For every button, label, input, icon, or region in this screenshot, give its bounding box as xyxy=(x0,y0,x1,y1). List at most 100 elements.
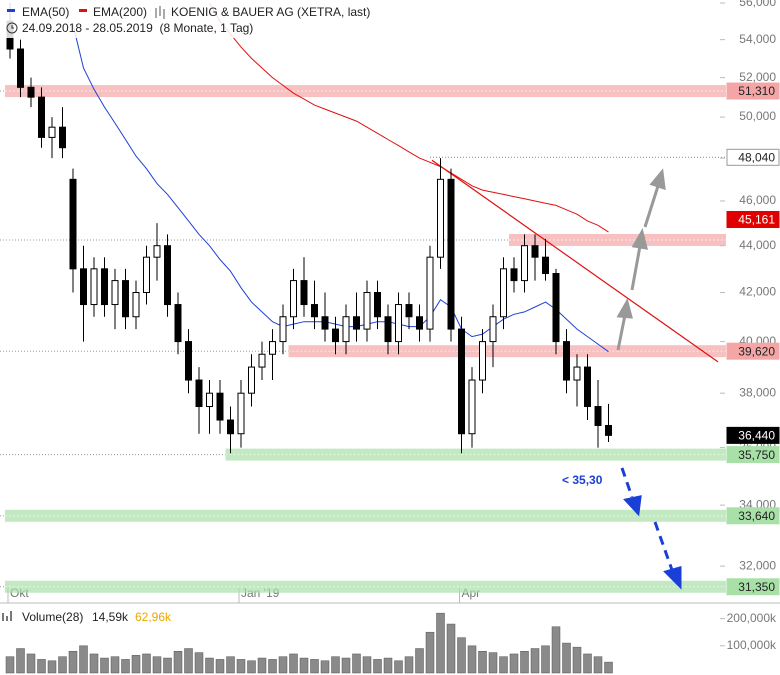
candle-body xyxy=(353,316,360,330)
chart-subtitle: 24.09.2018 - 28.05.2019 (8 Monate, 1 Tag… xyxy=(22,21,253,35)
candle-body xyxy=(479,341,486,381)
volume-bar xyxy=(110,656,120,674)
candle-body xyxy=(269,341,276,355)
level-label: 48,040 xyxy=(738,150,775,164)
volume-bar xyxy=(278,656,288,674)
volume-bar xyxy=(89,653,99,674)
level-label: 36,440 xyxy=(738,429,775,443)
candle-body xyxy=(594,406,602,426)
volume-bar xyxy=(383,657,393,674)
level-label-box xyxy=(726,148,780,166)
level-label-box xyxy=(726,507,780,525)
candle-body xyxy=(237,392,245,435)
scenario-arrows xyxy=(616,168,682,590)
level-label-box xyxy=(726,446,780,464)
volume-bar xyxy=(394,660,403,674)
level-label: 51,310 xyxy=(738,84,775,98)
price-panel: 32,00034,00036,00038,00040,00042,00044,0… xyxy=(0,0,780,603)
volume-bar xyxy=(352,653,361,674)
candle-body xyxy=(279,316,287,343)
candle-body xyxy=(605,424,612,436)
volume-bar xyxy=(289,653,298,674)
volume-bar xyxy=(415,648,424,674)
y-tick-label: 44,000 xyxy=(739,238,776,252)
volume-bar xyxy=(100,657,109,674)
volume-bar xyxy=(257,657,267,674)
volume-bar xyxy=(268,659,277,674)
volume-bar xyxy=(37,659,46,674)
y-tick-label: 52,000 xyxy=(739,70,776,84)
level-label-box xyxy=(726,578,780,596)
volume-bar xyxy=(173,650,183,674)
candle-body xyxy=(48,126,56,138)
candle-body xyxy=(101,268,108,306)
candle-body xyxy=(437,178,444,258)
volume-bar xyxy=(152,656,162,674)
level-label: 33,640 xyxy=(738,509,775,523)
candle-body xyxy=(531,245,539,258)
candle-body xyxy=(321,316,329,330)
candle-body xyxy=(584,366,591,408)
volume-bar xyxy=(236,659,246,674)
volume-bar xyxy=(362,656,372,674)
volume-bar xyxy=(488,652,498,674)
y-tick-label: 46,000 xyxy=(739,193,776,207)
level-label-box xyxy=(726,426,780,444)
y-tick-label: 100,000k xyxy=(727,638,777,652)
y-tick-label: 38,000 xyxy=(739,385,776,399)
volume-bar xyxy=(215,659,225,674)
candle-body xyxy=(468,379,476,435)
level-label: 45,161 xyxy=(738,213,775,227)
candle-body xyxy=(227,419,234,435)
level-band xyxy=(288,345,726,358)
chart-title: KOENIG & BAUER AG (XETRA, last) xyxy=(171,5,370,19)
volume-bar xyxy=(194,652,204,674)
candle-body xyxy=(384,316,392,343)
candle-body xyxy=(143,256,150,294)
candle-body xyxy=(216,392,224,421)
legend-bg xyxy=(0,0,330,38)
volume-bar xyxy=(520,650,529,674)
y-tick-label: 42,000 xyxy=(739,285,776,299)
candle-body xyxy=(311,304,318,318)
candle-body xyxy=(342,316,350,343)
level-label-box xyxy=(726,82,780,100)
volume-icon xyxy=(2,613,4,621)
y-tick-label: 54,000 xyxy=(739,32,776,46)
candle-body xyxy=(374,292,381,318)
volume-bar xyxy=(331,656,340,674)
candle-body xyxy=(174,304,182,343)
candle-body xyxy=(132,292,140,318)
candle-body xyxy=(563,341,570,381)
volume-bar xyxy=(5,656,15,674)
volume-bar xyxy=(604,661,613,674)
volume-bar xyxy=(425,631,435,674)
volume-bar xyxy=(530,648,540,674)
chart-icon xyxy=(155,6,165,19)
candle-body xyxy=(416,316,423,330)
candle-body xyxy=(510,268,518,282)
candle-body xyxy=(395,304,402,343)
volume-bar xyxy=(58,656,67,674)
volume-title: Volume(28) xyxy=(22,610,83,624)
candle-body xyxy=(332,328,339,343)
candle-body xyxy=(38,96,45,138)
annotation: < 35,30 xyxy=(562,473,603,487)
level-label: 35,750 xyxy=(738,448,775,462)
volume-bar xyxy=(457,637,466,674)
candle-body xyxy=(90,268,98,306)
volume-bar xyxy=(68,650,78,674)
ema-line xyxy=(72,24,609,353)
level-label: 31,350 xyxy=(738,580,775,594)
clock-icon xyxy=(6,22,18,34)
volume-bar xyxy=(299,657,309,674)
y-tick-label: 32,000 xyxy=(739,558,776,572)
candle-body xyxy=(405,304,413,318)
volume-bar xyxy=(541,645,550,674)
candle-body xyxy=(542,256,549,275)
volume-bar xyxy=(320,660,330,674)
volume-icon xyxy=(10,611,12,621)
volume-bar xyxy=(310,659,319,674)
volume-bar xyxy=(226,656,235,674)
